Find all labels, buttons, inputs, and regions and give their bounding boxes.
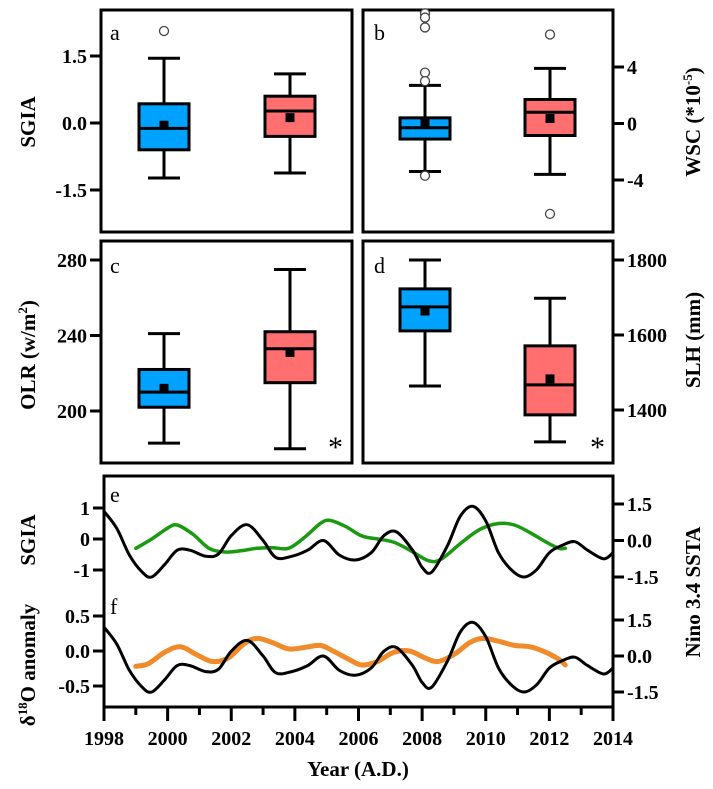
ylabel-c-sup: 2 — [15, 307, 30, 314]
outlier-point — [419, 67, 431, 78]
series-line-sgia — [134, 518, 568, 564]
ylabel-b-end: ) — [681, 67, 705, 74]
outlier-point — [419, 22, 431, 33]
ytick-label-d: 1800 — [627, 250, 667, 272]
box-mean-marker — [285, 347, 295, 357]
ytick-label-d: 1600 — [627, 325, 667, 347]
panel-c-frame — [99, 239, 354, 465]
ytick-label-right-f: 1.5 — [627, 610, 652, 632]
ytick-label-b: 0 — [627, 114, 637, 136]
ylabel-c-end: ) — [16, 300, 40, 307]
ylabel-right-ef: Nino 3.4 SSTA — [681, 526, 705, 658]
panel-label-d: d — [374, 253, 385, 278]
ylabel-f-sup: 18 — [15, 702, 30, 716]
panel-b-frame — [361, 8, 615, 234]
xtick-label: 2004 — [275, 728, 315, 750]
ytick-label-right-e: -1.5 — [627, 567, 659, 589]
chart-marks: 1.5 0.0 -1.5 4 0 -4 280 240 200 1800 1600 1400 1 0 -1 1… — [55, 8, 667, 750]
panel-label-e: e — [110, 482, 120, 507]
ylabel-f-delta: δ — [16, 715, 40, 726]
box-mean-marker — [420, 117, 430, 127]
ylabel-f-rest: O anomaly — [16, 603, 40, 702]
series-line-nino — [102, 620, 615, 694]
ylabel-f: δ18O anomaly — [15, 603, 40, 726]
ytick-label-right-e: 0.0 — [627, 531, 652, 553]
ylabel-b-sup: -5 — [680, 74, 695, 85]
outlier-point — [544, 208, 556, 220]
outlier-point — [419, 75, 431, 87]
ylabel-a: SGIA — [16, 95, 40, 147]
ytick-label-left-e: 1 — [80, 498, 90, 520]
ytick-label-right-f: -1.5 — [627, 682, 659, 704]
box-mean-marker — [285, 113, 295, 123]
outlier-point — [419, 12, 431, 23]
outlier-point — [419, 170, 431, 181]
xtick-label: 2000 — [148, 728, 188, 750]
xtick-label: 2012 — [529, 728, 569, 750]
xtick-label: 1998 — [84, 728, 124, 750]
significance-star-c: * — [328, 431, 343, 464]
ylabel-b: WSC (*10-5) — [680, 67, 705, 176]
ytick-label-left-f: 0.0 — [65, 641, 90, 663]
series-line-nino — [102, 504, 615, 579]
xlabel: Year (A.D.) — [307, 757, 409, 781]
ytick-label-d: 1400 — [627, 400, 667, 422]
box-mean-marker — [159, 383, 169, 393]
ylabel-c-main: OLR (w/m — [16, 313, 40, 410]
ytick-label-b: 4 — [627, 57, 637, 79]
panel-label-f: f — [110, 594, 118, 619]
panel-ef-frame — [102, 474, 615, 709]
xtick-label: 2002 — [211, 728, 251, 750]
ytick-label-a: 1.5 — [62, 46, 87, 68]
box-iqr — [263, 330, 317, 385]
xtick-label: 2014 — [593, 728, 633, 750]
box-mean-marker — [545, 114, 555, 124]
panel-label-b: b — [374, 20, 385, 45]
box-mean-marker — [420, 306, 430, 316]
ylabel-c: OLR (w/m2) — [15, 300, 40, 410]
ytick-label-left-f: 0.5 — [65, 606, 90, 628]
box-iqr — [137, 102, 191, 152]
ytick-label-a: -1.5 — [55, 180, 87, 202]
ylabel-d: SLH (mm) — [681, 292, 705, 388]
xtick-label: 2008 — [402, 728, 442, 750]
series-line-d18o — [133, 635, 568, 669]
significance-star-d: * — [590, 431, 605, 464]
panel-label-a: a — [110, 20, 120, 45]
panel-d-frame — [361, 239, 615, 465]
box-mean-marker — [545, 374, 555, 384]
ytick-label-left-f: -0.5 — [58, 676, 90, 698]
outlier-point — [544, 29, 556, 40]
ytick-label-c: 280 — [57, 250, 87, 272]
ytick-label-left-e: 0 — [80, 529, 90, 551]
ytick-label-a: 0.0 — [62, 113, 87, 135]
ytick-label-right-f: 0.0 — [627, 646, 652, 668]
outlier-point — [158, 25, 170, 37]
ylabel-b-main: WSC (*10 — [681, 85, 705, 177]
ytick-label-right-e: 1.5 — [627, 494, 652, 516]
ytick-label-left-e: -1 — [73, 560, 90, 582]
xtick-label: 2010 — [466, 728, 506, 750]
ytick-label-b: -4 — [627, 170, 644, 192]
ytick-label-c: 240 — [57, 326, 87, 348]
panel-a-frame — [99, 8, 354, 234]
ytick-label-c: 200 — [57, 401, 87, 423]
ylabel-e: SGIA — [16, 513, 40, 565]
panel-label-c: c — [110, 253, 120, 278]
box-mean-marker — [159, 120, 169, 130]
xtick-label: 2006 — [339, 728, 379, 750]
